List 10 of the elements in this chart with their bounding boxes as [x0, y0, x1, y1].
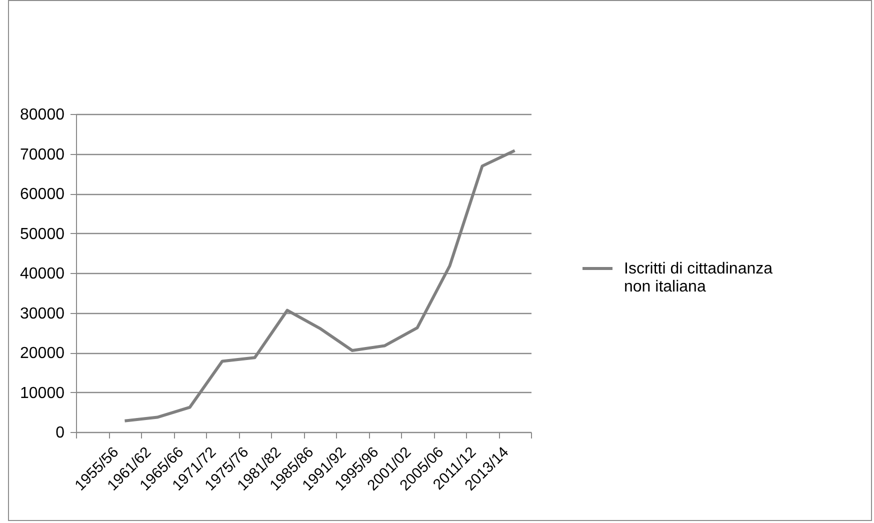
- y-tick-label: 20000: [20, 345, 65, 362]
- y-tick-label: 30000: [20, 305, 65, 322]
- legend-label: Iscritti di cittadinanza non italiana: [624, 260, 773, 296]
- y-tick-label: 0: [56, 424, 65, 442]
- y-tick-label: 50000: [20, 226, 65, 243]
- y-tick-label: 60000: [20, 186, 65, 203]
- y-tick-label: 70000: [20, 146, 65, 164]
- y-tick-label: 10000: [20, 384, 65, 402]
- y-tick-label: 40000: [20, 266, 65, 282]
- y-tick-label: 80000: [20, 106, 65, 124]
